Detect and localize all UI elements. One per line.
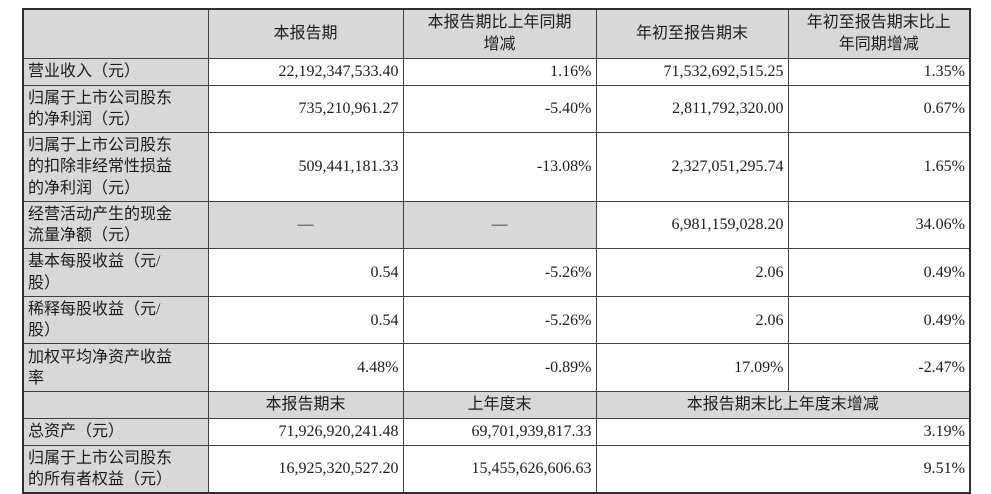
table-row-operating-revenue: 营业收入（元） 22,192,347,533.40 1.16% 71,532,6… [22,57,971,86]
col-header-current-period: 本报告期 [207,8,404,59]
value-ytd: 2,811,792,320.00 [595,84,789,134]
value-ytd-yoy-change: 0.49% [787,295,971,345]
col-header-current-period-label: 本报告期 [273,25,338,43]
metric-label: 总资产（元） [22,417,209,446]
metric-label: 营业收入（元） [22,57,209,86]
col-header-ytd-yoy-change: 年初至报告期末比上年同期增减 [787,8,971,59]
metric-label: 基本每股收益（元/股） [22,248,209,297]
value-ytd: 2.06 [595,248,789,297]
value-yoy-change-dash: — [402,200,597,250]
section1-header-row: 本报告期 本报告期比上年同期增减 年初至报告期末 年初至报告期末比上年同期增减 [22,8,971,59]
financial-summary-table: 本报告期 本报告期比上年同期增减 年初至报告期末 年初至报告期末比上年同期增减 … [22,8,971,494]
value-ytd: 17.09% [595,343,789,393]
value-ytd-yoy-change: 34.06% [787,200,971,250]
table-row-equity-attributable: 归属于上市公司股东的所有者权益（元） 16,925,320,527.20 15,… [22,444,971,494]
value-ytd: 2.06 [595,295,789,345]
col-header-change-vs-prior-year-end: 本报告期末比上年度末增减 [595,391,971,419]
value-change: 3.19% [595,417,971,446]
section2-header-row: 本报告期末 上年度末 本报告期末比上年度末增减 [22,391,971,419]
value-ytd-yoy-change: 0.49% [787,248,971,297]
col-header-current-period-yoy-change: 本报告期比上年同期增减 [402,8,597,59]
col-header-end-of-prior-year: 上年度末 [402,391,597,419]
value-ytd: 6,981,159,028.20 [595,200,789,250]
metric-label: 归属于上市公司股东的净利润（元） [22,84,209,134]
value-end-of-prior-year: 15,455,626,606.63 [402,444,597,494]
metric-label: 经营活动产生的现金流量净额（元） [22,200,209,250]
metric-label: 稀释每股收益（元/股） [22,295,209,345]
value-current: 509,441,181.33 [207,132,404,202]
value-yoy-change: -5.40% [402,84,597,134]
value-end-of-period: 16,925,320,527.20 [207,444,404,494]
value-change: 9.51% [595,444,971,494]
table-row-total-assets: 总资产（元） 71,926,920,241.48 69,701,939,817.… [22,417,971,446]
table-row-net-profit-excl-nonrecurring: 归属于上市公司股东的扣除非经常性损益的净利润（元） 509,441,181.33… [22,132,971,202]
value-ytd: 71,532,692,515.25 [595,57,789,86]
value-ytd: 2,327,051,295.74 [595,132,789,202]
value-yoy-change: 1.16% [402,57,597,86]
value-ytd-yoy-change: 1.35% [787,57,971,86]
col-header-end-of-period: 本报告期末 [207,391,404,419]
table-row-diluted-eps: 稀释每股收益（元/股） 0.54 -5.26% 2.06 0.49% [22,295,971,345]
value-yoy-change: -5.26% [402,248,597,297]
value-current-dash: — [207,200,404,250]
value-ytd-yoy-change: 1.65% [787,132,971,202]
value-current: 22,192,347,533.40 [207,57,404,86]
value-yoy-change: -5.26% [402,295,597,345]
value-current: 735,210,961.27 [207,84,404,134]
value-end-of-prior-year: 69,701,939,817.33 [402,417,597,446]
col-header-ytd: 年初至报告期末 [595,8,789,59]
table-row-operating-cash-flow: 经营活动产生的现金流量净额（元） — — 6,981,159,028.20 34… [22,200,971,250]
metric-label: 归属于上市公司股东的扣除非经常性损益的净利润（元） [22,132,209,202]
blank-header-cell [22,8,209,59]
value-current: 0.54 [207,295,404,345]
col-header-current-period-yoy-change-label: 本报告期比上年同期增减 [427,14,572,53]
table-row-net-profit-attributable: 归属于上市公司股东的净利润（元） 735,210,961.27 -5.40% 2… [22,84,971,134]
value-yoy-change: -13.08% [402,132,597,202]
table-row-basic-eps: 基本每股收益（元/股） 0.54 -5.26% 2.06 0.49% [22,248,971,297]
value-current: 0.54 [207,248,404,297]
financial-summary-table-wrap: 本报告期 本报告期比上年同期增减 年初至报告期末 年初至报告期末比上年同期增减 … [22,8,971,494]
value-current: 4.48% [207,343,404,393]
value-ytd-yoy-change: -2.47% [787,343,971,393]
col-header-ytd-label: 年初至报告期末 [635,25,748,43]
metric-label: 归属于上市公司股东的所有者权益（元） [22,444,209,494]
value-end-of-period: 71,926,920,241.48 [207,417,404,446]
metric-label: 加权平均净资产收益率 [22,343,209,393]
table-row-weighted-avg-roe: 加权平均净资产收益率 4.48% -0.89% 17.09% -2.47% [22,343,971,393]
value-yoy-change: -0.89% [402,343,597,393]
value-ytd-yoy-change: 0.67% [787,84,971,134]
col-header-ytd-yoy-change-label: 年初至报告期末比上年同期增减 [806,14,951,53]
blank-header-cell [22,391,209,419]
